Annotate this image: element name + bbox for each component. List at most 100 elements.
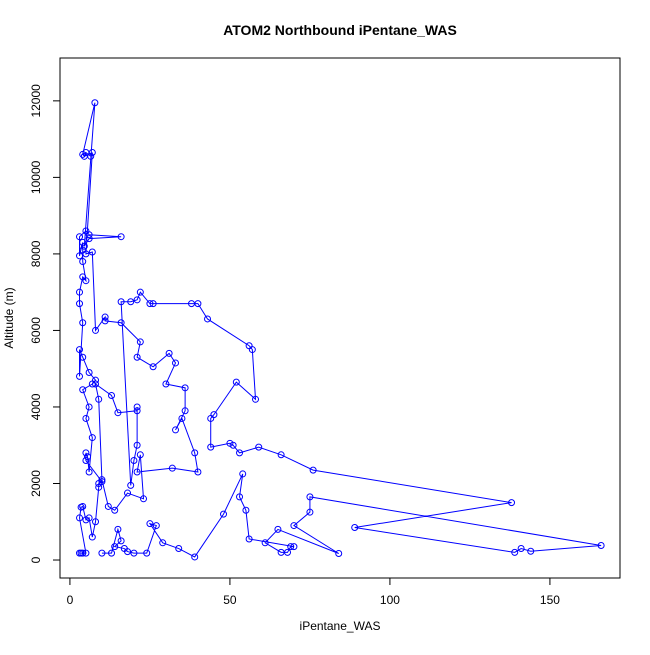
- data-point: [76, 372, 84, 380]
- data-point: [133, 353, 141, 361]
- data-point: [101, 313, 109, 321]
- data-point: [168, 464, 176, 472]
- data-point: [104, 502, 112, 510]
- data-point: [220, 510, 228, 518]
- data-point: [82, 457, 90, 465]
- data-point: [82, 449, 90, 457]
- data-point: [79, 353, 87, 361]
- data-point: [114, 409, 122, 417]
- data-point: [146, 300, 154, 308]
- data-point: [85, 369, 93, 377]
- data-point: [76, 252, 84, 260]
- data-point: [117, 298, 125, 306]
- data-point: [178, 414, 186, 422]
- plot-frame: [59, 57, 621, 579]
- data-point: [255, 443, 263, 451]
- data-point: [204, 315, 212, 323]
- data-point: [117, 233, 125, 241]
- data-point: [194, 468, 202, 476]
- data-point: [207, 414, 215, 422]
- data-point: [309, 466, 317, 474]
- data-point: [85, 231, 93, 239]
- data-point: [76, 346, 84, 354]
- data-point: [95, 395, 103, 403]
- data-point: [181, 384, 189, 392]
- y-tick-label: 6000: [29, 317, 43, 344]
- data-point: [117, 319, 125, 327]
- data-point: [162, 380, 170, 388]
- data-point: [252, 395, 260, 403]
- data-point: [140, 495, 148, 503]
- data-point: [111, 506, 119, 514]
- data-point: [98, 478, 106, 486]
- data-point: [79, 386, 87, 394]
- data-point: [351, 523, 359, 531]
- data-point: [76, 300, 84, 308]
- data-point: [79, 319, 87, 327]
- data-point: [79, 502, 87, 510]
- y-tick-label: 8000: [29, 240, 43, 267]
- data-point: [290, 522, 298, 530]
- data-point: [133, 468, 141, 476]
- data-point: [133, 441, 141, 449]
- data-point: [82, 277, 90, 285]
- chart-title: ATOM2 Northbound iPentane_WAS: [223, 22, 457, 38]
- x-axis-label: iPentane_WAS: [300, 619, 381, 633]
- data-point: [92, 376, 100, 384]
- data-point: [335, 550, 343, 558]
- data-point: [239, 470, 247, 478]
- data-point: [108, 549, 116, 557]
- data-point: [133, 403, 141, 411]
- data-point: [146, 520, 154, 528]
- data-point: [306, 508, 314, 516]
- data-point: [76, 514, 84, 522]
- data-point: [92, 518, 100, 526]
- data-point: [290, 543, 298, 551]
- data-point: [236, 493, 244, 501]
- data-point: [117, 537, 125, 545]
- data-point: [229, 441, 237, 449]
- data-point: [136, 451, 144, 459]
- data-point: [306, 493, 314, 501]
- data-point: [79, 258, 87, 266]
- data-point: [136, 338, 144, 346]
- data-point: [130, 549, 138, 557]
- data-point: [149, 363, 157, 371]
- data-point: [287, 543, 295, 551]
- data-point: [245, 535, 253, 543]
- data-point: [165, 349, 173, 357]
- data-point: [87, 152, 95, 160]
- data-point: [82, 414, 90, 422]
- data-point: [76, 288, 84, 296]
- data-point: [248, 346, 256, 354]
- data-point: [508, 499, 516, 507]
- data-point: [277, 451, 285, 459]
- data-point: [92, 326, 100, 334]
- data-point: [191, 449, 199, 457]
- data-point: [130, 457, 138, 465]
- data-point: [79, 549, 87, 557]
- data-point: [108, 391, 116, 399]
- y-tick-label: 0: [29, 556, 43, 563]
- x-tick-label: 100: [380, 593, 400, 607]
- data-point: [85, 514, 93, 522]
- data-point: [181, 407, 189, 415]
- data-point: [172, 359, 180, 367]
- data-point: [85, 403, 93, 411]
- data-point: [136, 288, 144, 296]
- data-point: [149, 300, 157, 308]
- data-point: [261, 539, 269, 547]
- data-point: [232, 378, 240, 386]
- data-point: [98, 476, 106, 484]
- data-point: [114, 525, 122, 533]
- data-point: [527, 547, 535, 555]
- data-point: [133, 296, 141, 304]
- data-point: [101, 317, 109, 325]
- y-tick-label: 12000: [29, 84, 43, 118]
- data-point: [511, 548, 519, 556]
- data-point: [236, 449, 244, 457]
- data-point: [175, 545, 183, 553]
- data-point: [597, 541, 605, 549]
- data-point: [124, 489, 132, 497]
